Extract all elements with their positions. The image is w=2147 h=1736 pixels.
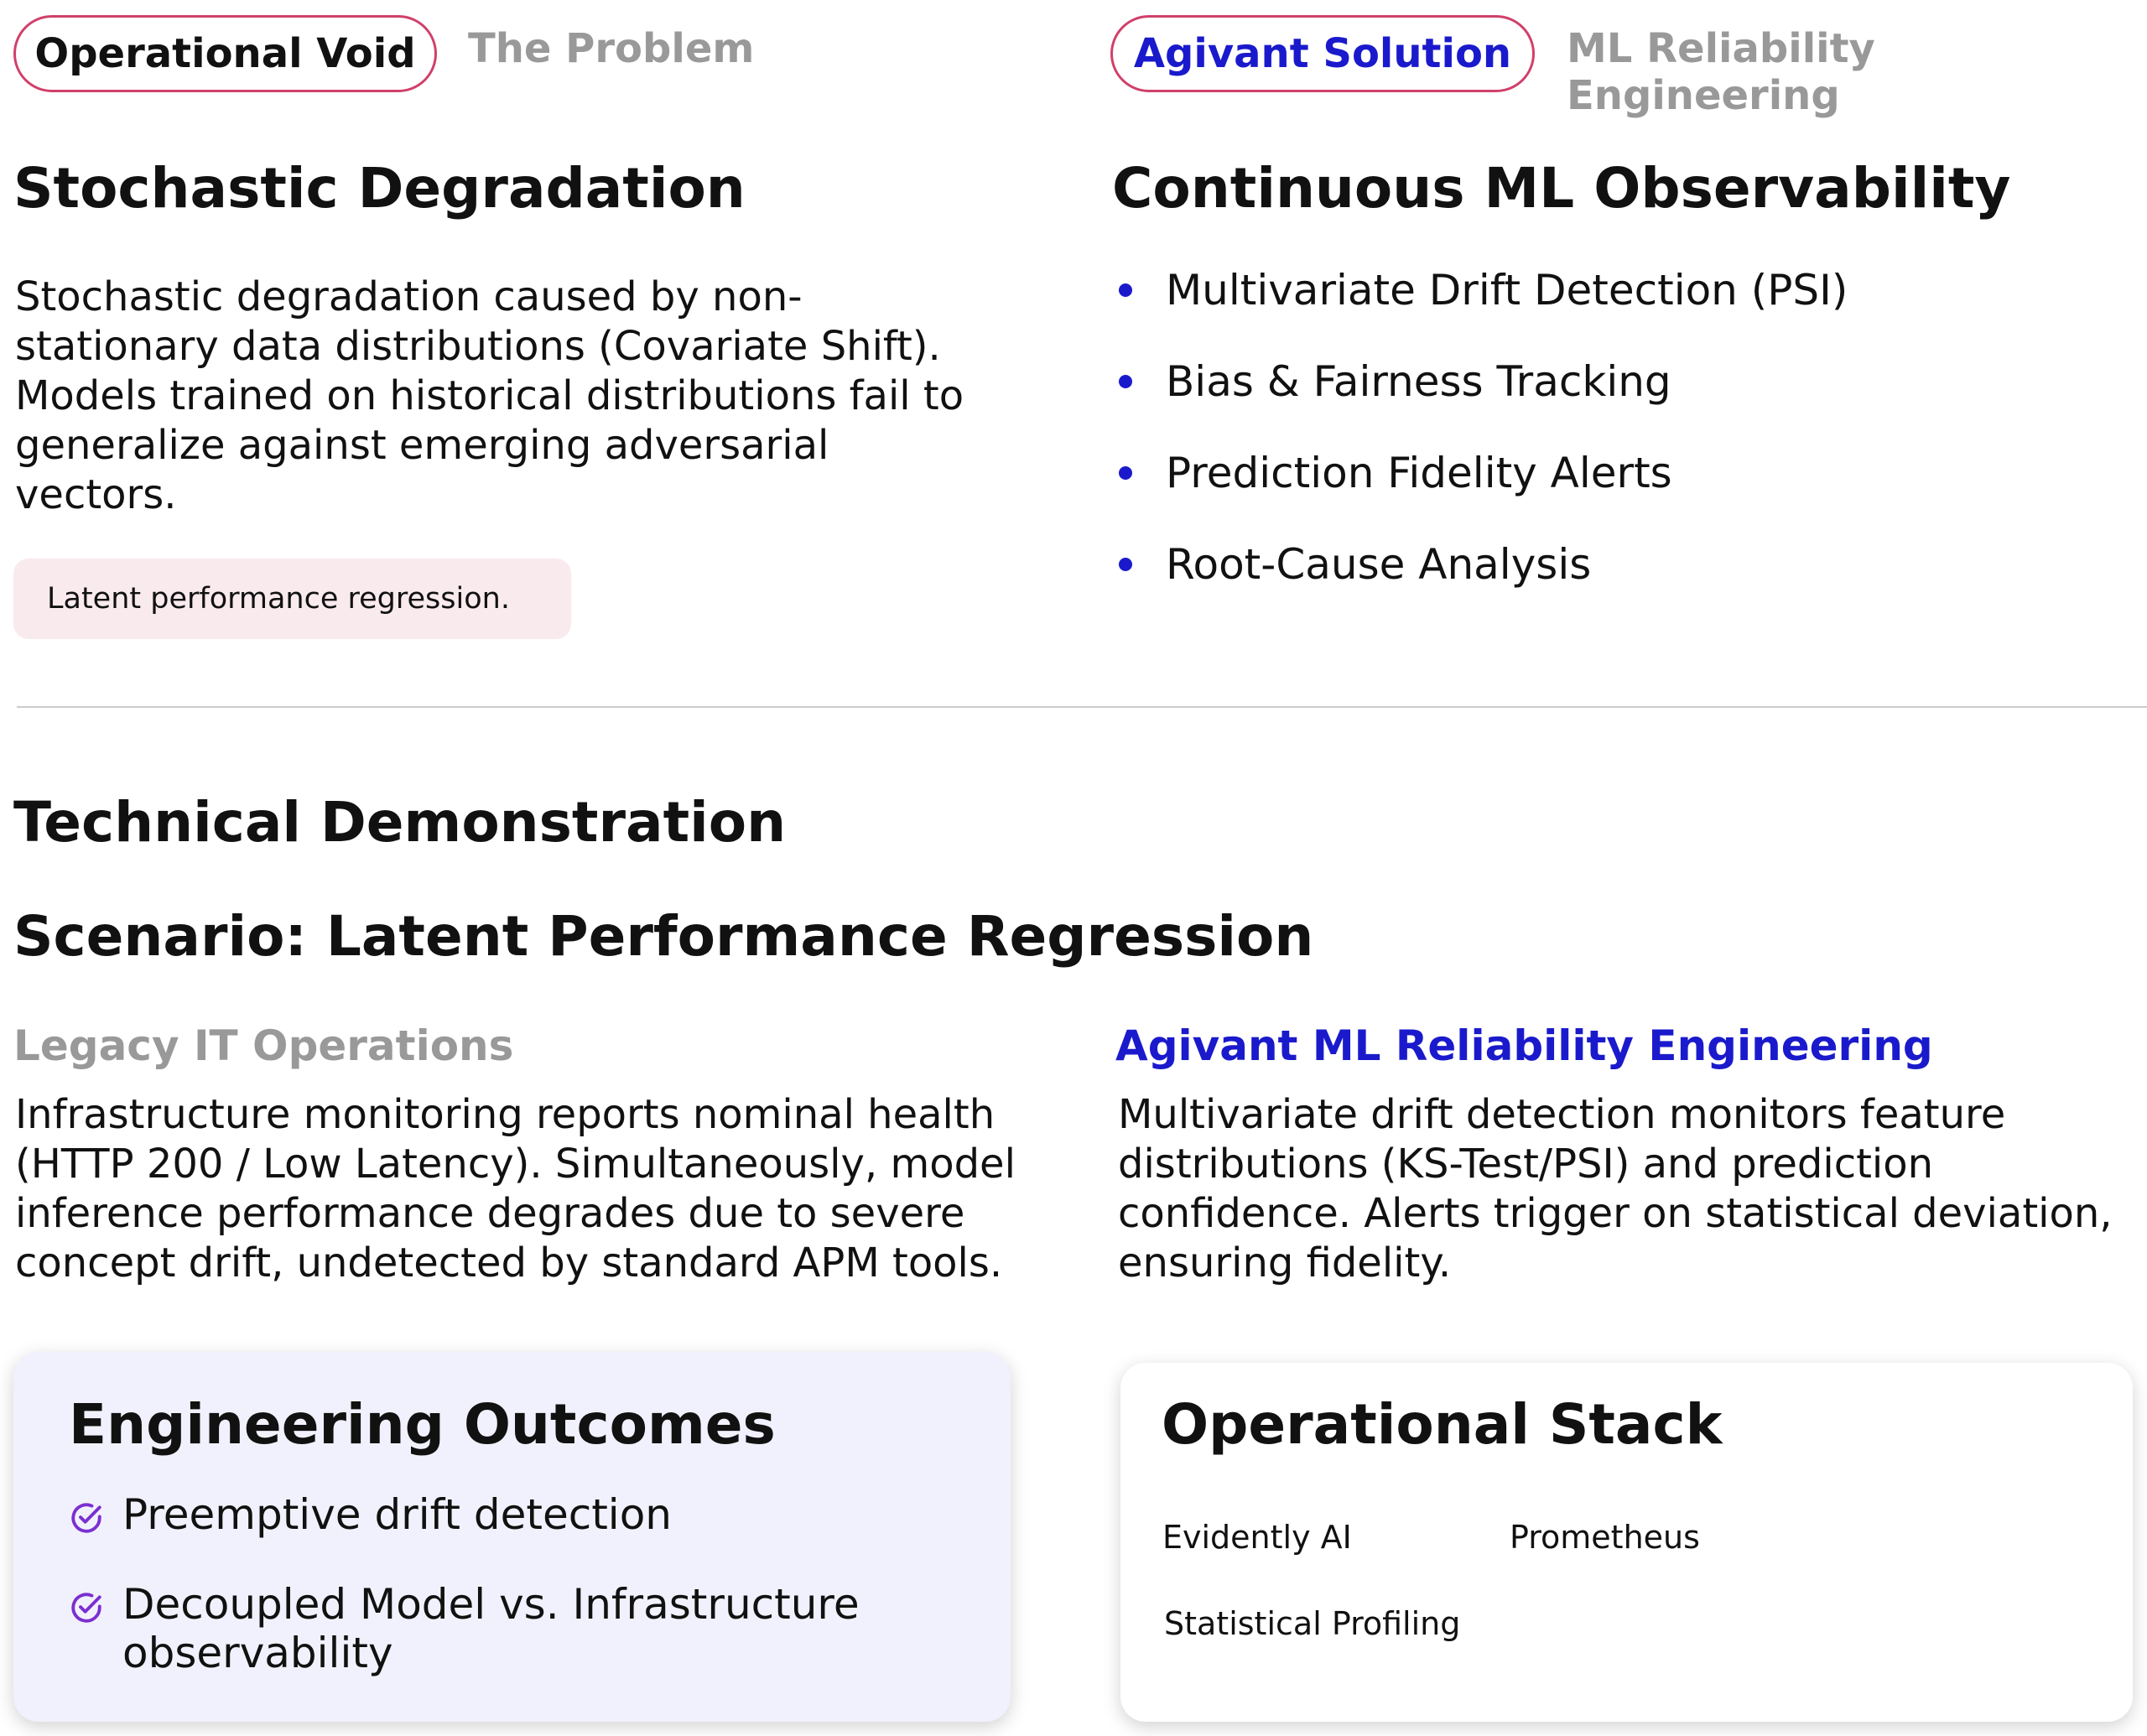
outcome-text: Preemptive drift detection: [122, 1490, 672, 1539]
agivant-body: Multivariate drift detection monitors fe…: [1118, 1091, 2113, 1286]
bullet-text: Multivariate Drift Detection (PSI): [1166, 266, 1848, 314]
bullet-item: Root-Cause Analysis: [1109, 539, 1848, 590]
check-circle-icon: [71, 1503, 101, 1533]
bullet-item: Multivariate Drift Detection (PSI): [1109, 265, 1848, 315]
agivant-label: Agivant ML Reliability Engineering: [1115, 1021, 1933, 1070]
stack-item-statistical-profiling: Statistical Profiling: [1164, 1605, 1461, 1642]
note-text: Latent performance regression.: [47, 582, 510, 616]
bullet-item: Bias & Fairness Tracking: [1109, 356, 1848, 407]
legacy-body: Infrastructure monitoring reports nomina…: [15, 1091, 1016, 1286]
section-divider: [17, 706, 2147, 708]
bullet-text: Bias & Fairness Tracking: [1166, 357, 1671, 406]
bullet-text: Root-Cause Analysis: [1166, 540, 1592, 589]
bullet-item: Prediction Fidelity Alerts: [1109, 448, 1848, 498]
stack-item-prometheus: Prometheus: [1510, 1519, 1700, 1556]
outcome-item: Preemptive drift detection: [69, 1490, 958, 1539]
scenario-title: Scenario: Latent Performance Regression: [13, 904, 1314, 969]
solution-heading: Continuous ML Observability: [1112, 156, 2011, 221]
pill-label: Operational Void: [34, 30, 416, 77]
stack-item-evidently: Evidently AI: [1162, 1519, 1352, 1556]
operational-stack-card: Operational Stack Evidently AI Prometheu…: [1120, 1363, 2133, 1722]
solution-bullet-list: Multivariate Drift Detection (PSI) Bias …: [1109, 265, 1848, 590]
tab-agivant-solution[interactable]: Agivant Solution: [1110, 15, 1535, 92]
outcomes-title: Engineering Outcomes: [69, 1392, 776, 1457]
stack-title: Operational Stack: [1162, 1392, 1723, 1457]
bullet-text: Prediction Fidelity Alerts: [1166, 449, 1672, 497]
problem-body: Stochastic degradation caused by non-sta…: [15, 273, 964, 518]
bullet-dot-icon: [1119, 375, 1132, 388]
tab-the-problem[interactable]: The Problem: [468, 25, 755, 72]
problem-note: Latent performance regression.: [13, 559, 571, 639]
outcome-item: Decoupled Model vs. Infrastructure obser…: [69, 1580, 907, 1677]
bullet-dot-icon: [1119, 558, 1132, 571]
bullet-dot-icon: [1119, 466, 1132, 480]
demo-title: Technical Demonstration: [13, 790, 787, 855]
bullet-dot-icon: [1119, 283, 1132, 297]
legacy-label: Legacy IT Operations: [13, 1021, 514, 1070]
tab-ml-reliability-engineering[interactable]: ML Reliability Engineering: [1567, 25, 1875, 119]
engineering-outcomes-card: Engineering Outcomes Preemptive drift de…: [13, 1352, 1011, 1722]
pill-label: Agivant Solution: [1133, 30, 1512, 77]
check-circle-icon: [71, 1593, 101, 1623]
problem-heading: Stochastic Degradation: [13, 156, 746, 221]
tab-operational-void[interactable]: Operational Void: [13, 15, 437, 92]
outcome-text: Decoupled Model vs. Infrastructure obser…: [122, 1580, 860, 1677]
